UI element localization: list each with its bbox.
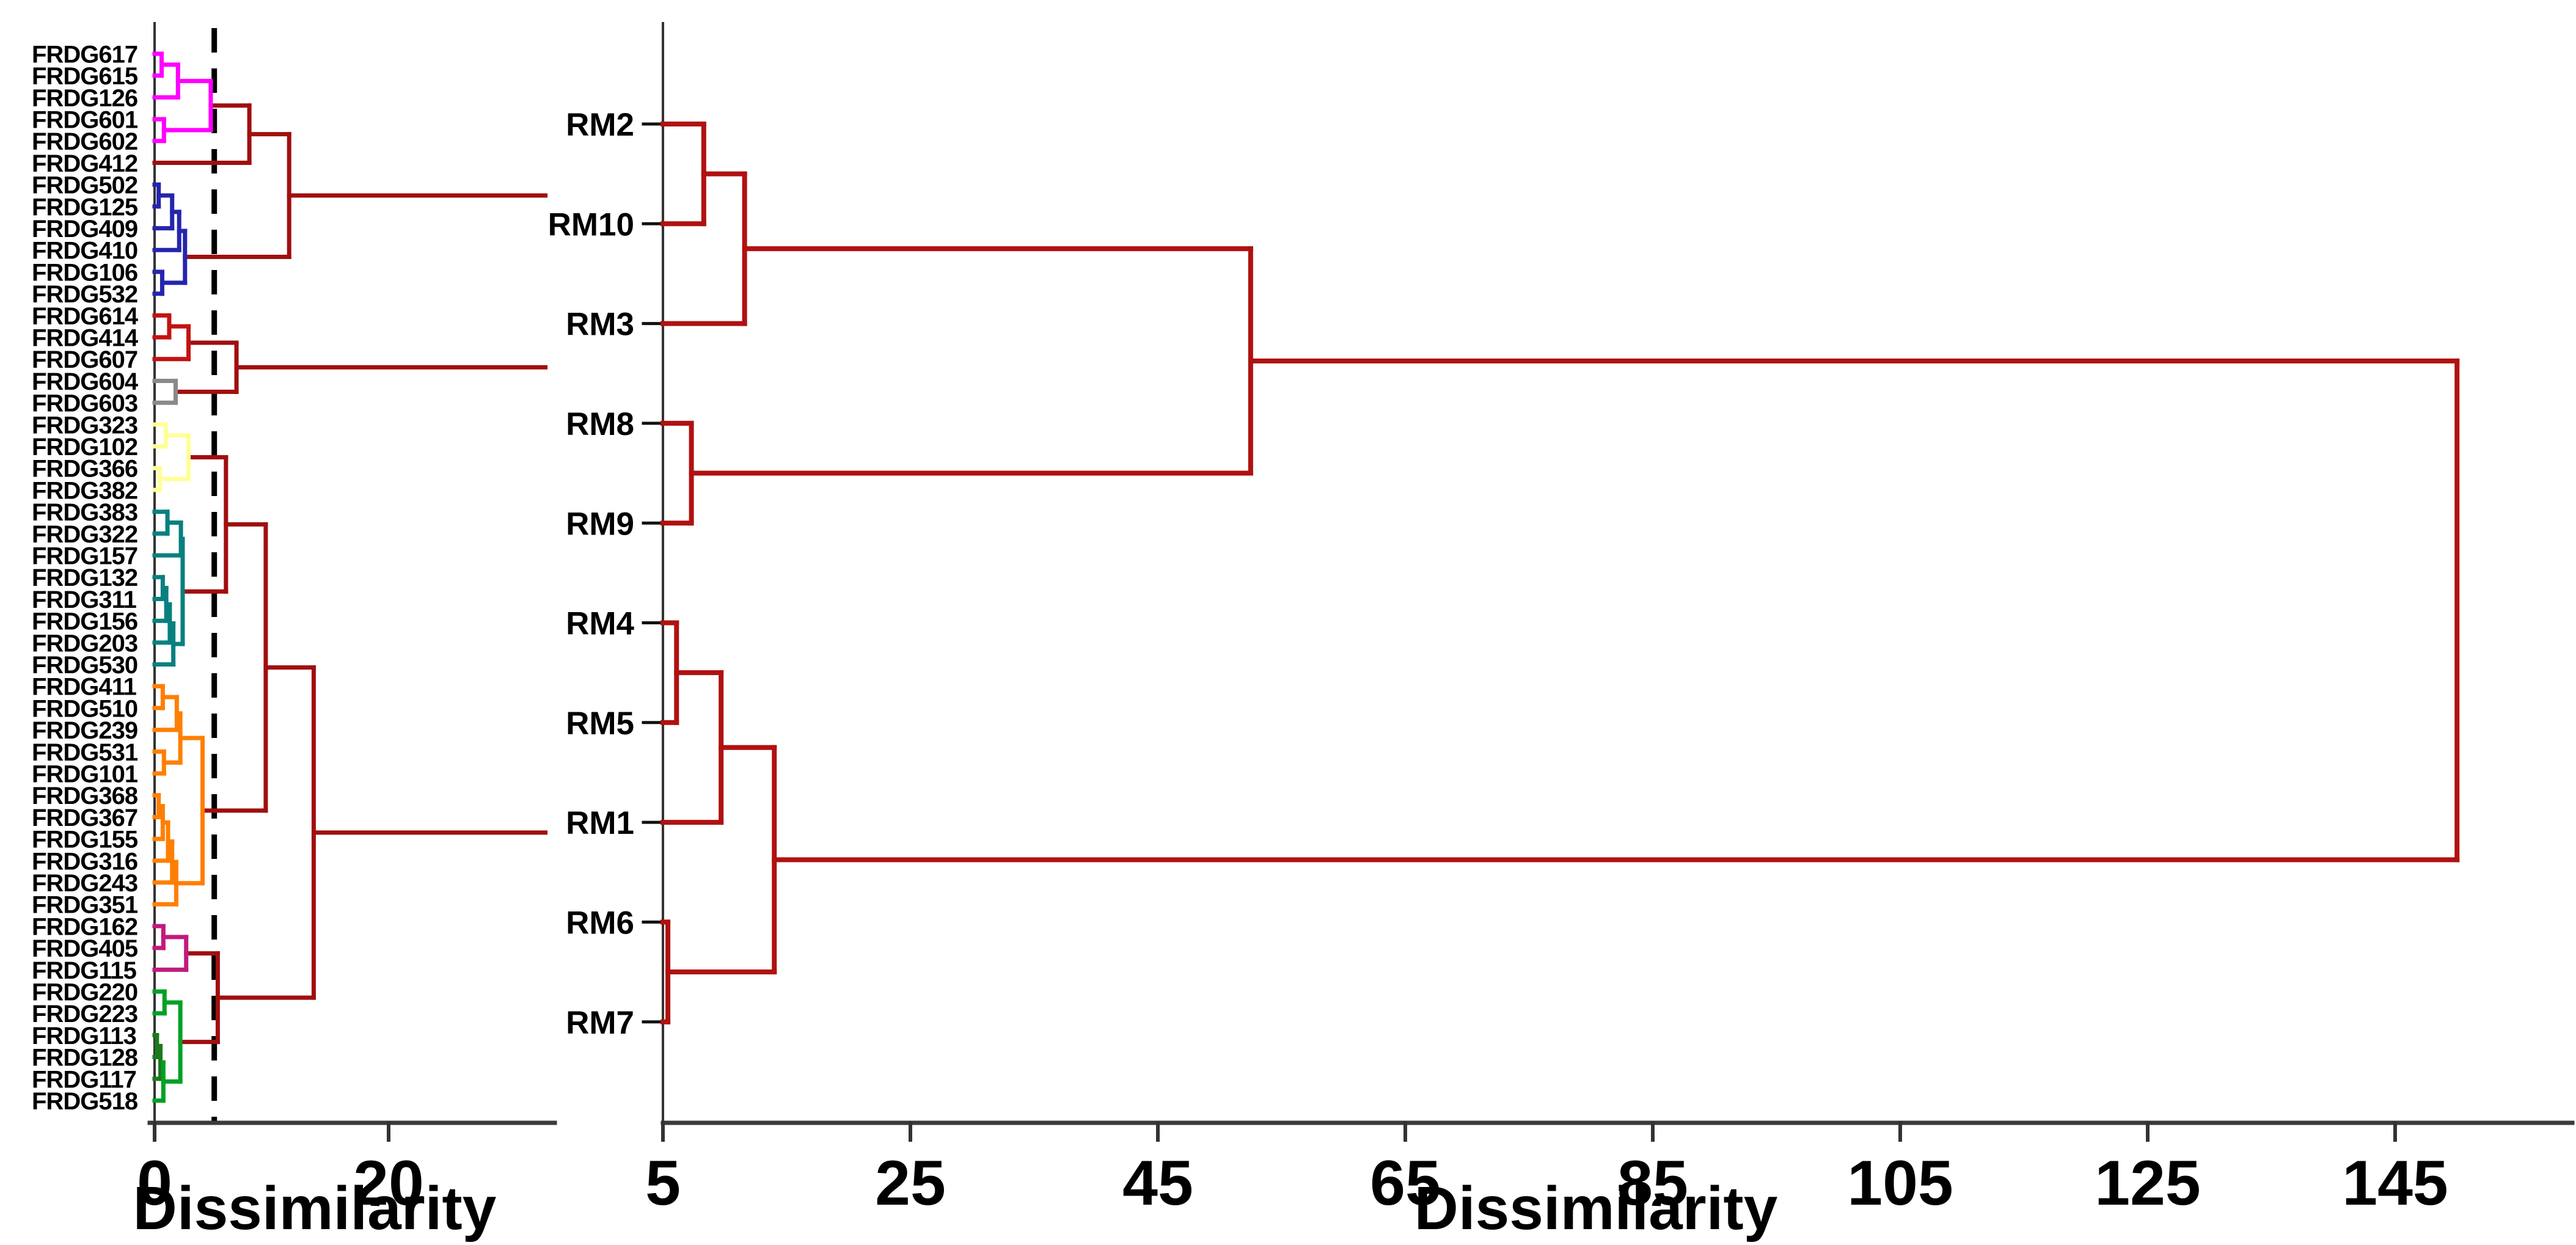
leaf-label: RM5 (566, 706, 634, 742)
leaf-label: FRDG367 (32, 805, 137, 831)
leaf-label: FRDG220 (32, 979, 137, 1006)
leaf-label: FRDG603 (32, 390, 137, 417)
leaf-label: RM9 (566, 506, 634, 542)
leaf-label: FRDG502 (32, 172, 137, 199)
leaf-label: FRDG117 (32, 1066, 136, 1093)
leaf-label: FRDG607 (32, 346, 137, 373)
leaf-label: FRDG157 (32, 543, 137, 570)
tick-label: 45 (1122, 1148, 1193, 1219)
leaf-label: RM3 (566, 307, 634, 343)
leaf-label: FRDG128 (32, 1045, 138, 1072)
leaf-label: FRDG239 (32, 717, 137, 744)
tick-label: 105 (1847, 1148, 1953, 1219)
leaf-label: FRDG316 (32, 848, 137, 875)
left-dendrogram-panel: 0 20FRDG617FRDG615FRDG126FRDG601FRDG602FR… (32, 22, 557, 1219)
leaf-label: RM1 (566, 805, 634, 841)
leaf-label: FRDG366 (32, 456, 137, 483)
leaf-label: FRDG382 (32, 477, 137, 504)
leaf-label: FRDG132 (32, 564, 137, 591)
leaf-label: FRDG405 (32, 935, 138, 962)
leaf-label: FRDG604 (32, 368, 139, 395)
leaf-label: FRDG223 (32, 1001, 137, 1028)
leaf-label: FRDG510 (32, 695, 137, 722)
leaf-label: RM7 (566, 1005, 634, 1041)
leaf-label: FRDG368 (32, 783, 138, 809)
leaf-label: FRDG518 (32, 1088, 138, 1115)
leaf-label: FRDG126 (32, 85, 137, 112)
leaf-label: FRDG102 (32, 434, 137, 461)
leaf-label: FRDG614 (32, 303, 139, 330)
leaf-label: FRDG601 (32, 107, 138, 134)
leaf-label: FRDG530 (32, 652, 137, 679)
right-dendrogram-panel: 5 25 45 65 85 105 125 145 RM2 RM10 RM3 RM8 RM9 RM4 RM5… (548, 22, 2575, 1219)
tick-label: 85 (1617, 1148, 1688, 1219)
leaf-label: RM10 (548, 206, 634, 243)
leaf-label: FRDG351 (32, 892, 138, 919)
leaf-label: FRDG106 (32, 259, 137, 286)
right-axis-title: Dissimilarity (1414, 1174, 1778, 1243)
leaf-label: FRDG203 (32, 630, 137, 657)
tick-label: 145 (2342, 1148, 2448, 1219)
leaf-label: FRDG322 (32, 521, 137, 548)
leaf-label: FRDG414 (32, 325, 139, 352)
leaf-label: FRDG409 (32, 216, 137, 243)
leaf-label: FRDG101 (32, 761, 138, 788)
leaf-label: FRDG125 (32, 194, 138, 221)
leaf-label: FRDG410 (32, 238, 137, 265)
tick-label: 25 (875, 1148, 946, 1219)
leaf-label: FRDG532 (32, 281, 137, 308)
leaf-label: FRDG531 (32, 739, 138, 766)
leaf-label: RM2 (566, 107, 634, 143)
leaf-label: FRDG617 (32, 41, 137, 68)
leaf-label: FRDG162 (32, 913, 137, 940)
leaf-label: FRDG243 (32, 870, 137, 897)
leaf-label: FRDG323 (32, 412, 137, 439)
leaf-label: FRDG155 (32, 827, 138, 853)
tick-label: 5 (645, 1148, 681, 1219)
leaf-label: FRDG156 (32, 608, 137, 635)
leaf-label: RM6 (566, 905, 634, 941)
leaf-label: RM8 (566, 406, 634, 442)
leaf-label: RM4 (566, 606, 634, 642)
leaf-label: FRDG602 (32, 128, 137, 155)
leaf-label: FRDG383 (32, 499, 137, 526)
leaf-label: FRDG411 (32, 674, 137, 701)
leaf-label: FRDG615 (32, 63, 138, 90)
leaf-label: FRDG311 (32, 586, 137, 613)
tick-label: 65 (1370, 1148, 1441, 1219)
tick-label: 0 (137, 1148, 172, 1219)
leaf-label: FRDG113 (32, 1023, 136, 1050)
leaf-label: FRDG115 (32, 957, 137, 984)
tick-label: 20 (353, 1148, 424, 1219)
left-axis-title: Dissimilarity (133, 1174, 497, 1243)
tick-label: 125 (2095, 1148, 2201, 1219)
leaf-label: FRDG412 (32, 150, 137, 177)
